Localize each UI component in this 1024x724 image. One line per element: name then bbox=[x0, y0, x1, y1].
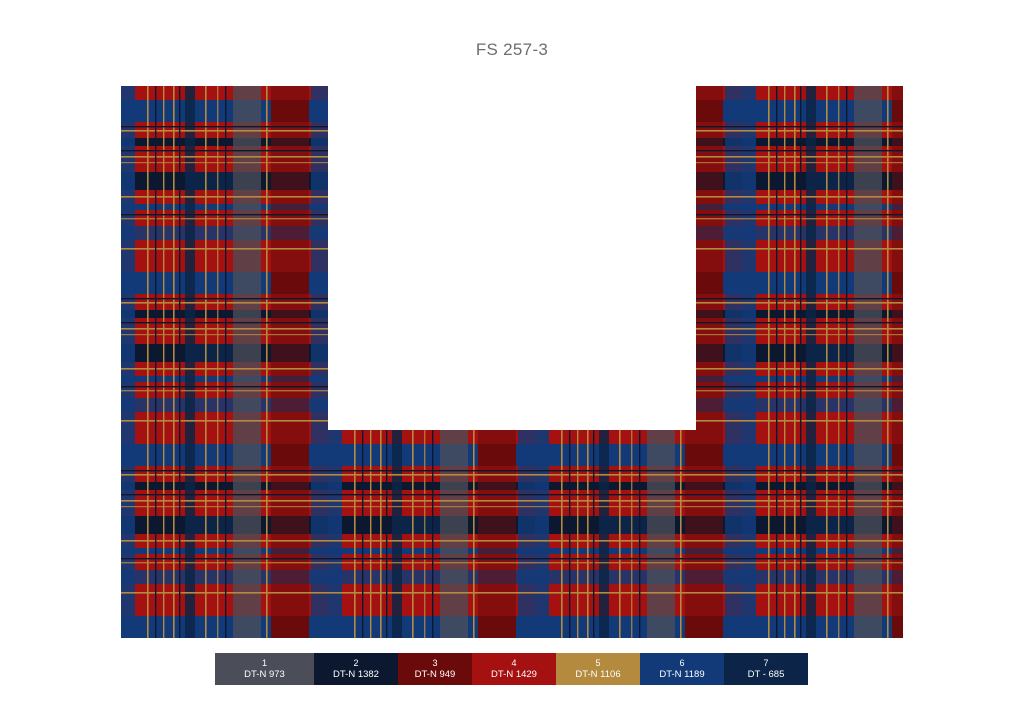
color-swatch-4: 4 DT-N 1429 bbox=[472, 653, 556, 685]
color-swatch-1: 1 DT-N 973 bbox=[215, 653, 314, 685]
swatch-code: DT-N 949 bbox=[414, 669, 456, 680]
rug-fill bbox=[121, 86, 903, 638]
swatch-number: 3 bbox=[432, 658, 438, 668]
swatch-code: DT-N 973 bbox=[244, 669, 285, 680]
swatch-code: DT-N 1429 bbox=[491, 669, 537, 680]
swatch-number: 6 bbox=[679, 658, 685, 668]
swatch-code: DT - 685 bbox=[747, 669, 785, 680]
swatch-code: DT-N 1382 bbox=[333, 669, 379, 680]
swatch-number: 2 bbox=[353, 658, 359, 668]
color-swatch-2: 2 DT-N 1382 bbox=[314, 653, 398, 685]
color-swatch-5: 5 DT-N 1106 bbox=[556, 653, 640, 685]
page-title: FS 257-3 bbox=[475, 40, 549, 59]
swatch-number: 1 bbox=[261, 658, 267, 668]
swatch-number: 4 bbox=[511, 658, 517, 668]
color-swatch-3: 3 DT-N 949 bbox=[398, 653, 472, 685]
swatch-number: 7 bbox=[763, 658, 769, 668]
swatch-code: DT-N 1106 bbox=[575, 669, 621, 680]
color-swatch-6: 6 DT-N 1189 bbox=[640, 653, 724, 685]
swatch-code: DT-N 1189 bbox=[659, 669, 705, 680]
plaid-rug-u-shape bbox=[121, 86, 903, 638]
color-swatch-legend: 1 DT-N 973 2 DT-N 1382 3 DT-N 949 4 DT-N 1429 5 D… bbox=[215, 653, 808, 685]
color-swatch-7: 7 DT - 685 bbox=[724, 653, 808, 685]
swatch-number: 5 bbox=[595, 658, 601, 668]
